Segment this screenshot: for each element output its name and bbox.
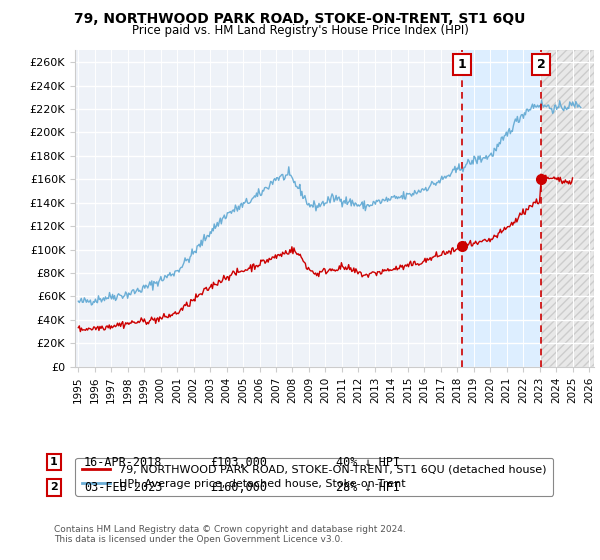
Bar [541,50,594,367]
Text: £103,000: £103,000 [210,455,267,469]
Text: £160,000: £160,000 [210,480,267,494]
Text: 1: 1 [458,58,466,71]
Bar [462,50,541,367]
Text: 2: 2 [50,482,58,492]
Text: Price paid vs. HM Land Registry's House Price Index (HPI): Price paid vs. HM Land Registry's House … [131,24,469,36]
Text: Contains HM Land Registry data © Crown copyright and database right 2024.
This d: Contains HM Land Registry data © Crown c… [54,525,406,544]
Text: 79, NORTHWOOD PARK ROAD, STOKE-ON-TRENT, ST1 6QU: 79, NORTHWOOD PARK ROAD, STOKE-ON-TRENT,… [74,12,526,26]
Legend: 79, NORTHWOOD PARK ROAD, STOKE-ON-TRENT, ST1 6QU (detached house), HPI: Average : 79, NORTHWOOD PARK ROAD, STOKE-ON-TRENT,… [76,458,553,496]
Text: 40% ↓ HPI: 40% ↓ HPI [336,455,400,469]
Text: 03-FEB-2023: 03-FEB-2023 [84,480,163,494]
Text: 1: 1 [50,457,58,467]
Text: 2: 2 [537,58,545,71]
Text: 28% ↓ HPI: 28% ↓ HPI [336,480,400,494]
Text: 16-APR-2018: 16-APR-2018 [84,455,163,469]
